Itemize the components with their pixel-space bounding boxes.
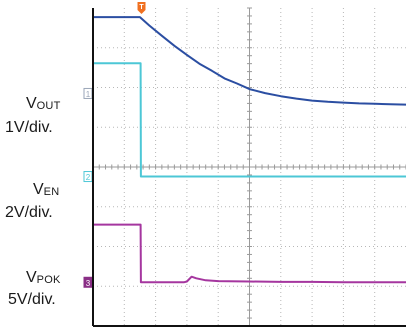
trace-out [92,16,406,106]
trigger-marker-label: T [139,4,144,11]
vpok-label-sub: POK [36,274,61,286]
trace-pok [92,223,406,284]
channel-marker-number: 3 [86,279,91,288]
vout-scale: 1V/div. [5,119,53,136]
traces [92,16,406,284]
ven-scale: 2V/div. [5,204,53,221]
trigger-marker-shape [137,2,146,14]
vpok-label: VPOK [26,270,61,286]
vpok-scale: 5V/div. [8,291,56,308]
vout-label-main: V [26,95,37,112]
vpok-label-main: V [26,269,37,286]
vout-label-sub: OUT [36,100,61,112]
ven-label-sub: EN [43,186,60,198]
ven-label-main: V [33,181,44,198]
trace-en [92,62,406,178]
vout-label: VOUT [26,96,61,112]
channel-marker-number: 2 [86,173,91,182]
channel-marker-3: 3 [83,276,93,288]
channel-marker-1: 1 [83,87,93,99]
plot-frame [92,8,406,327]
channel-marker-2: 2 [83,171,93,183]
ven-label: VEN [33,182,59,198]
channel-marker-number: 1 [86,90,91,99]
trigger-marker: T [137,2,146,14]
